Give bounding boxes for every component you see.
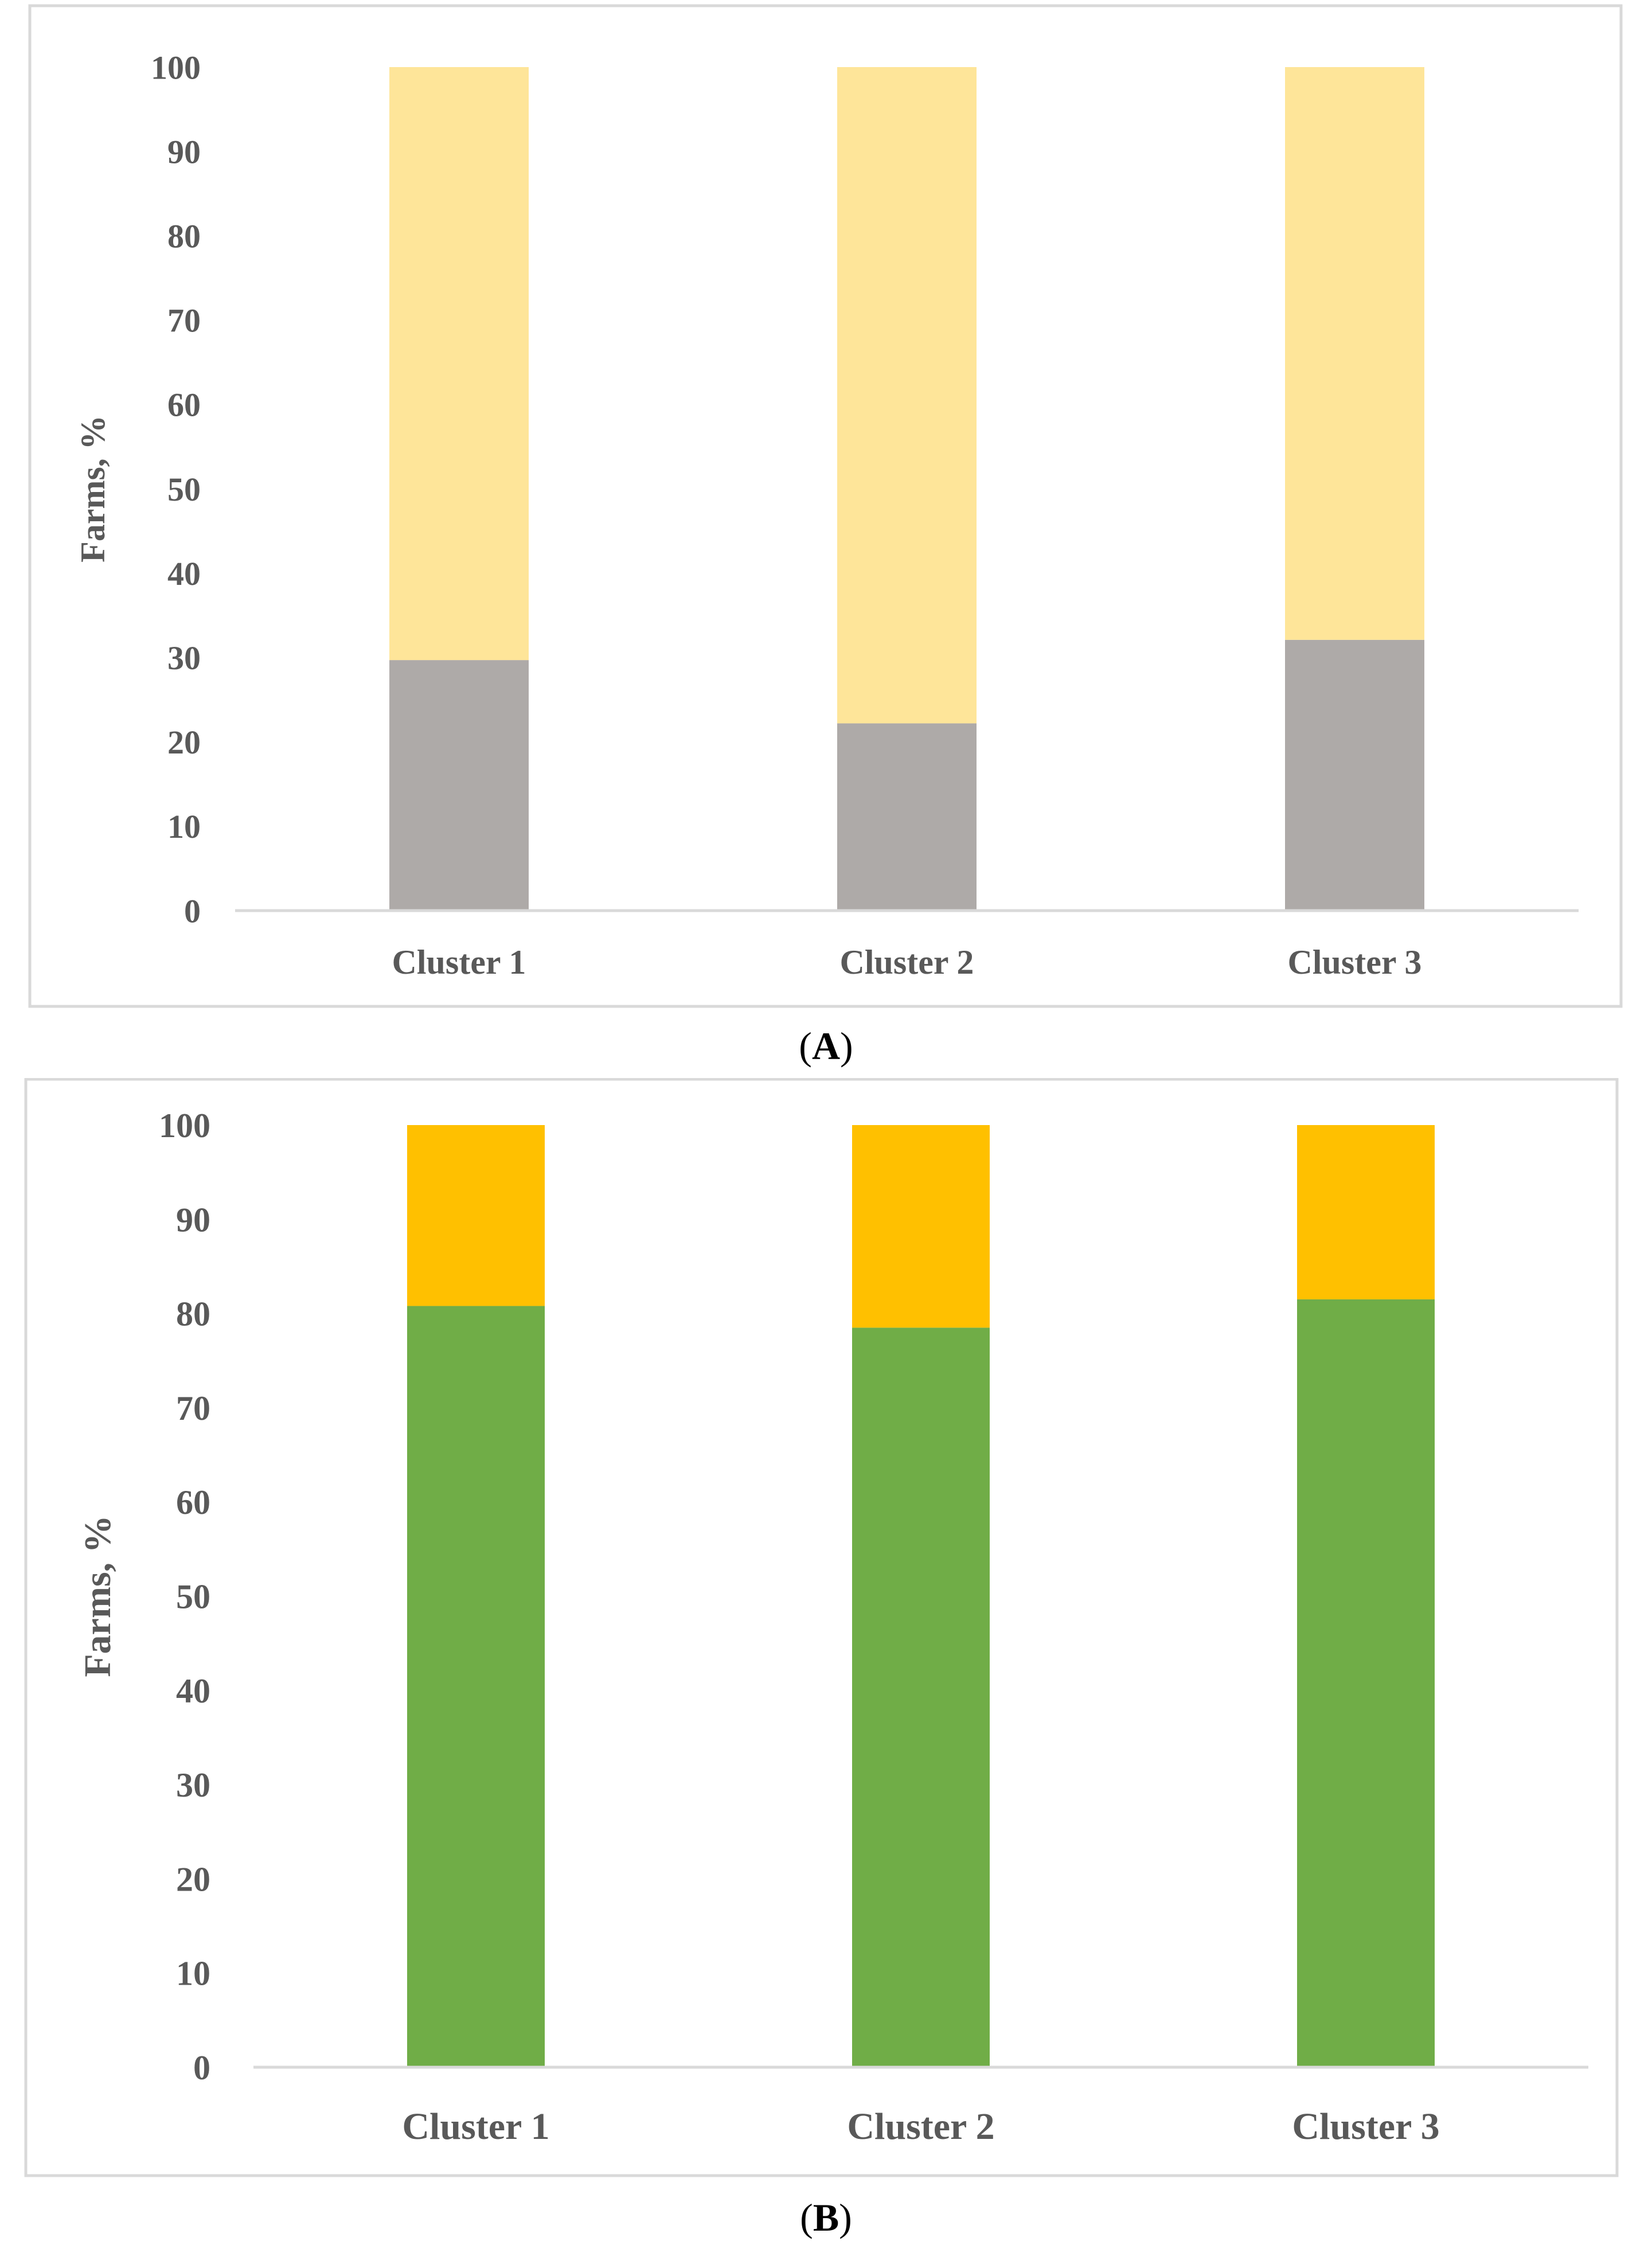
bar-segment-1-cluster-2 [852,1327,990,2067]
bar-segment-2-cluster-3 [1285,67,1424,640]
bar-segment-2-cluster-1 [407,1125,545,1306]
y-axis-title: Farms, % [74,415,112,563]
chart-panel-a: 0 10 20 30 40 50 60 70 80 90 100 Farms, % Cluster 1 C… [0,0,1652,1078]
y-tick-label: 80 [167,218,201,255]
panel-caption-a: (A) [799,1024,853,1068]
y-tick-label: 80 [176,1295,210,1333]
y-tick-label: 20 [176,1860,210,1898]
bar-segment-1-cluster-2 [837,723,977,911]
y-tick-label: 20 [167,724,201,761]
y-tick-label: 100 [151,49,201,86]
stacked-bar-chart-b: 0 10 20 30 40 50 60 70 80 90 100 Farms, % Cluster 1 C… [24,1078,1619,2177]
stacked-bar-chart-a: 0 10 20 30 40 50 60 70 80 90 100 Farms, % Cluster 1 C… [28,4,1623,1008]
x-category-label: Cluster 3 [1288,943,1422,981]
bar-segment-1-cluster-1 [407,1306,545,2067]
y-tick-label: 70 [167,302,201,339]
y-tick-label: 40 [176,1672,210,1710]
bar-segment-2-cluster-2 [852,1125,990,1328]
x-category-label: Cluster 2 [847,2106,994,2148]
bar-segment-1-cluster-3 [1285,639,1424,911]
y-tick-label: 50 [167,471,201,508]
y-tick-label: 100 [159,1107,210,1145]
x-category-label: Cluster 1 [392,943,526,981]
bar-segment-1-cluster-1 [389,660,529,911]
panel-caption-b: (B) [800,2196,852,2239]
y-tick-label: 0 [184,892,201,930]
y-tick-label: 10 [167,808,201,845]
bar-segment-2-cluster-3 [1297,1125,1435,1299]
y-tick-label: 40 [167,555,201,592]
chart-panel-b: 0 10 20 30 40 50 60 70 80 90 100 Farms, % Cluster 1 C… [0,1078,1652,2249]
bar-segment-1-cluster-3 [1297,1299,1435,2067]
y-tick-label: 90 [176,1201,210,1239]
y-tick-label: 60 [167,386,201,424]
x-category-label: Cluster 3 [1292,2106,1439,2148]
x-category-label: Cluster 2 [840,943,974,981]
bar-segment-2-cluster-1 [389,67,529,661]
y-tick-label: 90 [167,133,201,170]
y-tick-label: 70 [176,1389,210,1427]
y-tick-label: 10 [176,1955,210,1993]
y-tick-label: 0 [193,2049,210,2087]
y-tick-label: 30 [176,1766,210,1804]
bar-segment-2-cluster-2 [837,67,977,724]
y-tick-label: 60 [176,1483,210,1521]
y-tick-label: 50 [176,1578,210,1616]
y-axis-title: Farms, % [77,1515,119,1677]
y-tick-label: 30 [167,639,201,677]
x-category-label: Cluster 1 [402,2106,549,2148]
